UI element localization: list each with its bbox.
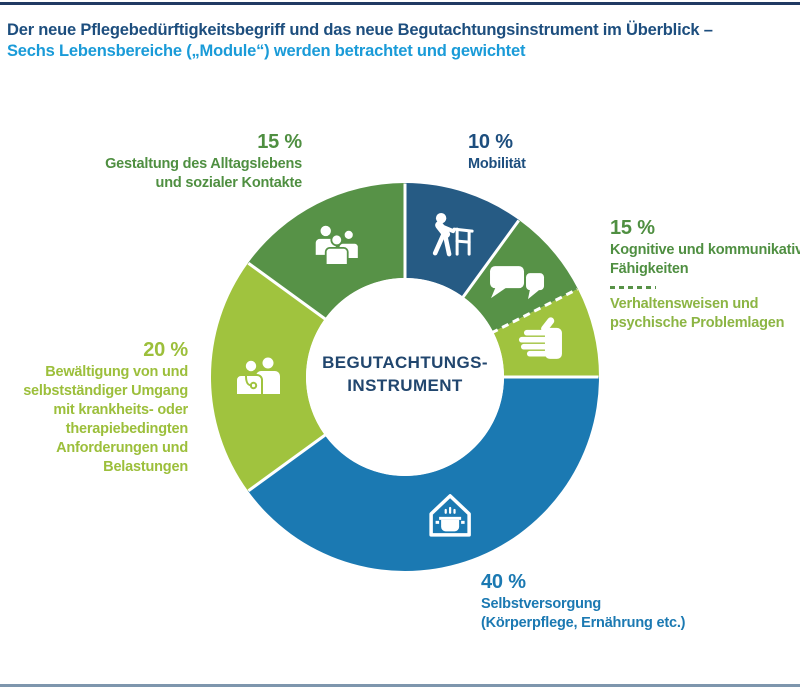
speech-bubbles-icon [490,266,545,300]
label-line: Anforderungen und [56,440,188,456]
pct-gestaltung: 15 % [257,131,302,153]
label-line: Selbstversorgung [481,596,602,612]
label-line: mit krankheits- oder [53,402,188,418]
label-line: Fähigkeiten [610,261,689,277]
label-line: psychische Problemlagen [610,314,785,331]
center-label-line-2: INSTRUMENT [347,376,463,395]
segment-separator [247,432,328,492]
house-cooking-pot-icon [429,494,471,537]
doctor-patient-icon [235,357,280,396]
segment-separator [460,219,520,300]
top-rule [0,2,800,5]
label-line: therapiebedingten [65,421,188,437]
segment-separator [490,287,579,335]
label-line: Gestaltung des Alltagslebens [105,156,302,172]
label-gestaltung: 15 % Gestaltung des Alltagslebens und so… [105,130,302,193]
segment-separator [247,262,328,322]
label-selbstversorgung: 40 % Selbstversorgung (Körperpflege, Ern… [481,570,685,633]
label-line: Verhaltensweisen und [610,295,759,312]
label-line: selbstständiger Umgang [23,383,188,399]
label-bewaeltigung: 20 % Bewältigung von und selbstständiger… [23,338,188,477]
label-line: Belastungen [103,459,188,475]
walker-person-icon [432,212,474,257]
label-line: Mobilität [468,156,526,172]
label-line: Kognitive und kommunikative [610,242,800,258]
label-line: und sozialer Kontakte [155,175,303,191]
bottom-rule [0,684,800,687]
open-hand-icon [518,317,562,359]
segment-selbstversorgung [248,377,600,572]
donut-hole [306,278,504,476]
segment-mobilitaet [405,183,520,297]
label-line: (Körperpflege, Ernährung etc.) [481,615,686,631]
people-group-icon [315,225,360,266]
label-mobilitaet: 10 % Mobilität [468,130,526,174]
pct-selbstversorgung: 40 % [481,571,526,593]
label-line: Bewältigung von und [45,364,188,380]
dashed-separator [610,286,656,289]
figure-title: Der neue Pflegebedürftigkeitsbegriff und… [7,20,713,62]
chart-center-label: BEGUTACHTUNGS- INSTRUMENT [285,351,525,397]
center-label-line-1: BEGUTACHTUNGS- [322,353,488,372]
pct-mobilitaet: 10 % [468,131,513,153]
label-kognitive-verhaltensweisen: 15 % Kognitive und kommunikative Fähigke… [610,216,800,333]
title-line-2: Sechs Lebensbereiche („Module“) werden b… [7,42,526,60]
title-line-1: Der neue Pflegebedürftigkeitsbegriff und… [7,21,713,39]
pct-bewaeltigung: 20 % [143,339,188,361]
pct-kognitive: 15 % [610,217,655,239]
